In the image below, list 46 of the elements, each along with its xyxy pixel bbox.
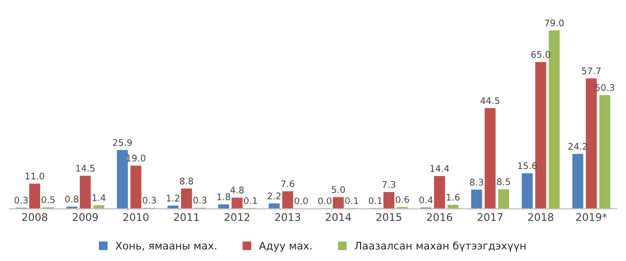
x-tick-label: 2016 <box>427 213 452 222</box>
data-label: 4.8 <box>230 186 244 194</box>
data-label: 1.8 <box>217 193 230 200</box>
x-tick-label: 2008 <box>22 213 48 222</box>
data-label: 0.1 <box>244 197 257 204</box>
data-label: 0.3 <box>142 196 156 204</box>
x-tick-label: 2014 <box>326 213 351 222</box>
data-label: 5.0 <box>332 186 345 194</box>
data-label: 1.6 <box>446 194 460 201</box>
data-label: 0.1 <box>345 197 358 204</box>
x-tick-label: 2017 <box>478 213 502 222</box>
x-tick-label: 2010 <box>123 213 148 222</box>
data-label: 14.4 <box>430 165 450 172</box>
x-tick-label: 2018 <box>528 213 554 222</box>
data-label: 14.5 <box>76 164 95 172</box>
data-label: 0.3 <box>14 196 28 204</box>
legend-label: Хонь, ямааны мах. <box>116 242 216 251</box>
data-label: 44.5 <box>480 97 500 104</box>
data-label: 79.0 <box>544 19 564 26</box>
data-label: 7.3 <box>382 181 396 188</box>
x-tick-label: 2011 <box>174 213 199 222</box>
data-label: 0.0 <box>294 197 308 204</box>
x-tick-label: 2013 <box>275 213 300 222</box>
data-label: 7.6 <box>281 180 294 188</box>
data-label: 0.5 <box>42 196 55 204</box>
data-label: 25.9 <box>113 139 132 146</box>
data-label: 0.1 <box>368 197 382 204</box>
data-label: 8.5 <box>497 178 510 186</box>
data-label: 8.8 <box>180 178 194 184</box>
x-tick-label: 2012 <box>224 213 250 222</box>
data-label: 1.4 <box>92 194 106 201</box>
x-tick-label: 2009 <box>72 213 98 222</box>
data-label: 0.8 <box>65 196 78 202</box>
x-tick-label: 2015 <box>376 213 402 222</box>
x-tick-label: 2019* <box>576 213 607 222</box>
legend-label: Лаазалсан махан бүтээгдэхүүн <box>354 241 526 252</box>
data-label: 57.7 <box>582 68 601 74</box>
data-label: 8.3 <box>470 178 484 186</box>
data-label: 0.6 <box>396 196 410 203</box>
legend-label: Адуу мах. <box>259 242 312 252</box>
data-label: 0.3 <box>193 196 206 204</box>
data-label: 2.2 <box>268 192 280 200</box>
data-label: 0.4 <box>419 196 433 204</box>
data-label: 0.0 <box>318 197 332 204</box>
data-label: 11.0 <box>26 172 44 180</box>
data-label: 1.2 <box>166 194 180 202</box>
